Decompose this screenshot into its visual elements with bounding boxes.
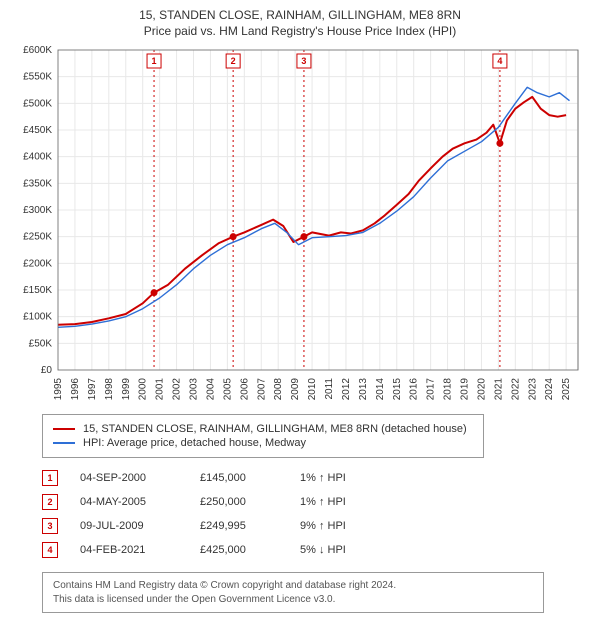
svg-text:2001: 2001 [155,378,166,401]
svg-text:2007: 2007 [256,378,267,401]
legend: 15, STANDEN CLOSE, RAINHAM, GILLINGHAM, … [42,414,484,458]
svg-text:4: 4 [497,56,502,66]
sale-price: £145,000 [200,472,300,484]
svg-text:1998: 1998 [104,378,115,401]
svg-text:2018: 2018 [443,378,454,401]
svg-text:2010: 2010 [307,378,318,401]
svg-text:2024: 2024 [544,378,555,401]
svg-text:2020: 2020 [476,378,487,401]
sale-date: 09-JUL-2009 [80,520,200,532]
svg-text:2019: 2019 [460,378,471,401]
svg-text:2022: 2022 [510,378,521,401]
svg-text:2012: 2012 [341,378,352,401]
svg-text:2021: 2021 [493,378,504,401]
footer-line2: This data is licensed under the Open Gov… [53,593,533,607]
svg-text:£600K: £600K [23,45,52,56]
svg-text:2014: 2014 [375,378,386,401]
legend-row: 15, STANDEN CLOSE, RAINHAM, GILLINGHAM, … [53,423,473,435]
svg-text:2002: 2002 [172,378,183,401]
sale-date: 04-FEB-2021 [80,544,200,556]
sale-price: £249,995 [200,520,300,532]
svg-text:1995: 1995 [53,378,64,401]
sale-marker-badge: 4 [42,542,58,558]
svg-text:1997: 1997 [87,378,98,401]
title-line2: Price paid vs. HM Land Registry's House … [8,24,592,38]
svg-text:£0: £0 [41,365,53,376]
svg-text:£300K: £300K [23,205,52,216]
svg-text:1999: 1999 [121,378,132,401]
svg-text:1996: 1996 [70,378,81,401]
svg-text:2013: 2013 [358,378,369,401]
svg-text:2005: 2005 [222,378,233,401]
svg-text:£100K: £100K [23,312,52,323]
table-row: 3 09-JUL-2009£249,9959% ↑ HPI [42,514,592,538]
table-row: 1 04-SEP-2000£145,0001% ↑ HPI [42,466,592,490]
svg-text:2003: 2003 [189,378,200,401]
svg-text:2009: 2009 [290,378,301,401]
sale-diff: 1% ↑ HPI [300,496,400,508]
sales-table: 1 04-SEP-2000£145,0001% ↑ HPI 2 04-MAY-2005… [42,466,592,562]
svg-text:2006: 2006 [239,378,250,401]
sale-date: 04-SEP-2000 [80,472,200,484]
svg-text:2015: 2015 [392,378,403,401]
svg-text:2011: 2011 [324,378,335,400]
title-line1: 15, STANDEN CLOSE, RAINHAM, GILLINGHAM, … [8,8,592,22]
svg-text:£400K: £400K [23,152,52,163]
svg-text:2000: 2000 [138,378,149,401]
legend-label: 15, STANDEN CLOSE, RAINHAM, GILLINGHAM, … [83,423,467,435]
table-row: 4 04-FEB-2021£425,0005% ↓ HPI [42,538,592,562]
sale-marker-badge: 3 [42,518,58,534]
svg-text:3: 3 [301,56,306,66]
legend-swatch [53,442,75,444]
sale-price: £425,000 [200,544,300,556]
svg-text:2025: 2025 [561,378,572,401]
sale-diff: 5% ↓ HPI [300,544,400,556]
legend-swatch [53,428,75,430]
sale-date: 04-MAY-2005 [80,496,200,508]
price-chart: £0 £50K £100K £150K £200K £250K £300K £350K £400… [8,44,592,404]
svg-text:2016: 2016 [409,378,420,401]
svg-text:£350K: £350K [23,178,52,189]
svg-text:£150K: £150K [23,285,52,296]
svg-text:£250K: £250K [23,232,52,243]
svg-text:£450K: £450K [23,125,52,136]
chart-title: 15, STANDEN CLOSE, RAINHAM, GILLINGHAM, … [8,8,592,38]
svg-text:2008: 2008 [273,378,284,401]
svg-text:2: 2 [231,56,236,66]
svg-text:2017: 2017 [426,378,437,401]
svg-text:£200K: £200K [23,258,52,269]
table-row: 2 04-MAY-2005£250,0001% ↑ HPI [42,490,592,514]
sale-marker-badge: 1 [42,470,58,486]
svg-text:2004: 2004 [205,378,216,401]
legend-label: HPI: Average price, detached house, Medw… [83,437,306,449]
sale-diff: 1% ↑ HPI [300,472,400,484]
svg-text:2023: 2023 [527,378,538,401]
sale-price: £250,000 [200,496,300,508]
legend-row: HPI: Average price, detached house, Medw… [53,437,473,449]
svg-text:£550K: £550K [23,72,52,83]
sale-diff: 9% ↑ HPI [300,520,400,532]
svg-text:£500K: £500K [23,98,52,109]
svg-text:1: 1 [152,56,157,66]
footer-line1: Contains HM Land Registry data © Crown c… [53,579,533,593]
footer-attribution: Contains HM Land Registry data © Crown c… [42,572,544,613]
sale-marker-badge: 2 [42,494,58,510]
svg-text:£50K: £50K [29,338,53,349]
